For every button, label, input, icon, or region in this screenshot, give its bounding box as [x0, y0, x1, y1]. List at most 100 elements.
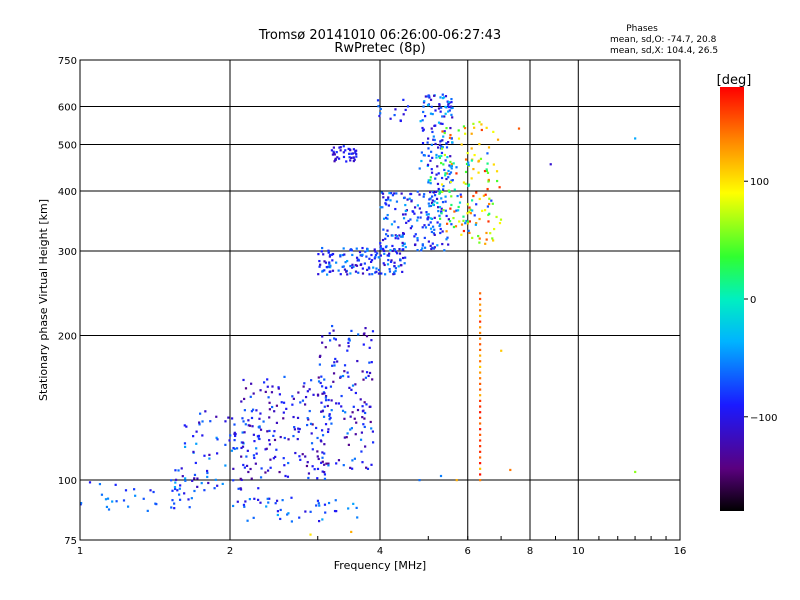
data-point [243, 505, 246, 508]
data-point [418, 479, 421, 482]
data-point [349, 466, 352, 469]
data-point [287, 461, 290, 465]
data-point [356, 408, 360, 412]
data-point [448, 172, 451, 176]
data-point [479, 467, 482, 470]
data-point [297, 430, 300, 433]
data-point [259, 412, 262, 415]
data-point [368, 273, 371, 276]
data-point [376, 99, 380, 102]
data-point [309, 422, 313, 425]
data-point [451, 116, 454, 119]
data-point [386, 217, 389, 220]
data-point [319, 381, 322, 385]
data-point [317, 376, 320, 379]
data-point [446, 100, 449, 103]
data-point [311, 423, 314, 426]
data-point [321, 434, 325, 437]
data-point [333, 153, 336, 156]
data-point [429, 112, 433, 115]
data-point [259, 428, 263, 431]
data-point [350, 266, 354, 269]
data-point [232, 479, 235, 482]
data-point [298, 427, 301, 431]
data-point [323, 269, 326, 272]
data-point [458, 220, 461, 223]
data-point [333, 160, 336, 163]
data-point [447, 218, 450, 221]
data-point [354, 264, 357, 267]
data-point [467, 163, 470, 167]
data-point [179, 484, 182, 487]
data-point [360, 431, 364, 434]
data-point [181, 475, 184, 478]
data-point [188, 506, 191, 509]
data-point [324, 396, 327, 399]
data-point [224, 420, 227, 423]
data-point [492, 163, 495, 166]
data-point [442, 163, 445, 166]
data-point [187, 498, 190, 501]
data-point [427, 216, 430, 219]
data-point [449, 160, 452, 164]
data-point [384, 216, 388, 219]
data-point [488, 197, 491, 200]
data-point [146, 509, 149, 512]
data-point [393, 248, 397, 251]
data-point [98, 482, 102, 486]
data-point [479, 473, 482, 476]
data-point [388, 192, 391, 195]
data-point [434, 190, 438, 193]
chart-subtitle: RwPretec (8p) [334, 41, 425, 56]
data-point [350, 248, 353, 251]
data-point [394, 237, 397, 240]
data-point [356, 259, 359, 262]
data-point [247, 419, 250, 422]
x-tick-label: 16 [674, 546, 687, 557]
data-point [410, 200, 413, 203]
data-point [303, 403, 307, 406]
data-point [253, 497, 256, 500]
data-point [427, 181, 430, 184]
data-point [395, 252, 399, 255]
data-point [436, 221, 439, 224]
data-point [371, 430, 375, 433]
data-point [359, 438, 363, 441]
data-point [468, 220, 471, 223]
data-point [216, 438, 219, 441]
data-point [370, 253, 373, 257]
data-point [134, 494, 137, 497]
data-point [464, 132, 467, 135]
data-point [479, 405, 482, 408]
data-point [379, 254, 382, 257]
data-point [107, 508, 111, 511]
data-point [438, 104, 441, 107]
data-point [364, 376, 368, 379]
data-point [479, 320, 482, 323]
data-point [402, 196, 406, 200]
data-point [416, 216, 420, 219]
data-point [142, 497, 145, 500]
data-point [361, 253, 364, 256]
data-point [356, 359, 359, 363]
data-point [442, 96, 446, 99]
data-point [252, 392, 255, 395]
data-point [375, 267, 378, 270]
data-point [472, 122, 475, 125]
data-point [316, 499, 320, 502]
data-point [416, 204, 419, 207]
data-point [213, 487, 216, 490]
data-point [422, 195, 425, 198]
data-point [439, 122, 442, 125]
data-point [378, 256, 381, 259]
data-point [329, 416, 332, 420]
data-point [328, 261, 331, 264]
data-point [363, 417, 366, 420]
data-point [384, 246, 388, 249]
data-point [331, 269, 335, 272]
data-point [367, 374, 370, 378]
data-point [243, 409, 246, 412]
data-point [372, 266, 375, 269]
data-point [440, 106, 443, 109]
data-point [302, 385, 305, 388]
